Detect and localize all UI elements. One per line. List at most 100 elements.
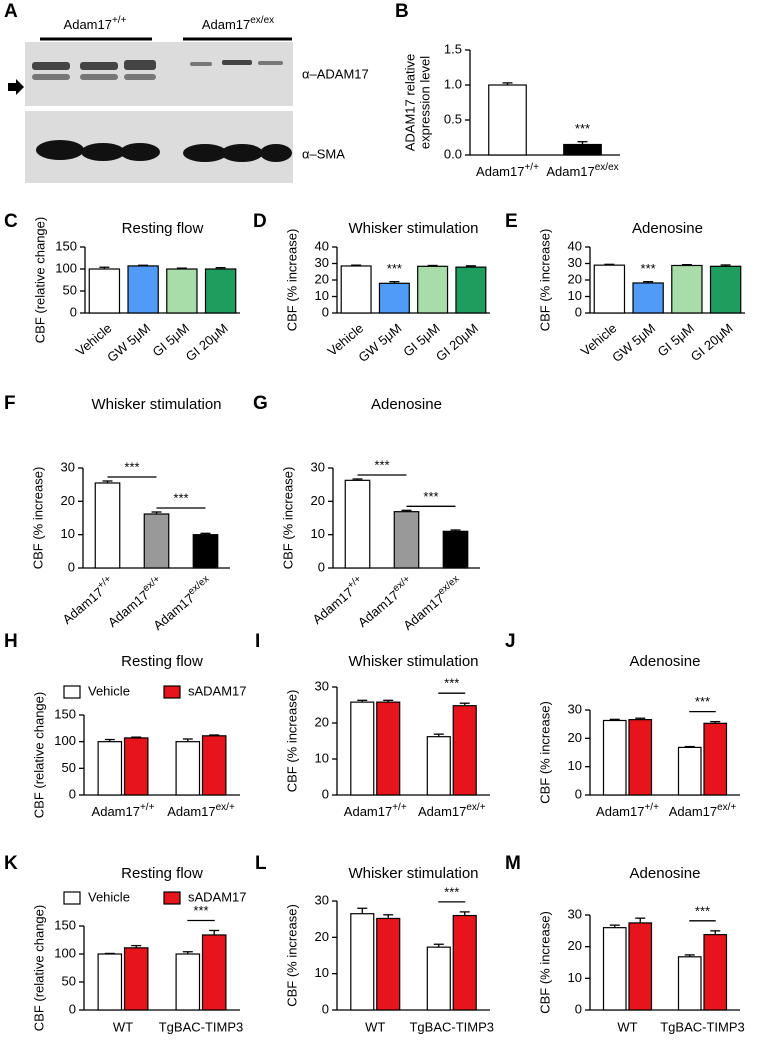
significance-label: *** — [374, 457, 389, 472]
legend-label: Vehicle — [88, 683, 130, 698]
y-tick-label: 0 — [70, 304, 77, 319]
chart-panel: K Resting flow 0 50 100 150 CBF (relative chan… — [4, 853, 247, 1034]
y-tick-label: 150 — [54, 917, 76, 932]
y-axis-label: CBF (% increase) — [537, 911, 552, 1014]
y-tick-label: 0 — [69, 786, 76, 801]
x-tick-label: WT — [113, 1019, 133, 1034]
panel-letter: L — [255, 853, 267, 874]
legend-swatch — [163, 891, 181, 905]
y-tick-label: 50 — [63, 282, 77, 297]
chart-title: Whisker stimulation — [348, 220, 478, 237]
y-tick-label: 150 — [55, 238, 77, 253]
chart-title: Whisker stimulation — [348, 653, 478, 670]
arrow — [8, 79, 24, 95]
significance-label: *** — [423, 489, 438, 504]
panel-letter: K — [4, 853, 18, 874]
y-tick-label: 0 — [322, 786, 329, 801]
y-axis-label: CBF (relative change) — [31, 692, 46, 818]
y-tick-label: 100 — [55, 260, 77, 275]
y-tick-label: 30 — [568, 255, 582, 270]
chart-panel: M Adenosine 0 10 20 30 CBF (% increase) WT TgBAC… — [505, 853, 745, 1034]
y-tick-label: 0 — [322, 1001, 329, 1016]
x-tick-label: Adam17+/+ — [92, 802, 155, 820]
y-tick-label: 10 — [315, 288, 329, 303]
y-tick-label: 50 — [62, 973, 76, 988]
x-tick-label: GI 20μM — [688, 320, 736, 364]
y-axis-label: CBF (relative change) — [31, 905, 46, 1031]
panel-letter: I — [255, 631, 260, 652]
y-tick-label: 20 — [315, 271, 329, 286]
y-tick-label: 20 — [61, 493, 75, 508]
significance-label: *** — [695, 694, 710, 709]
y-axis-label: CBF (% increase) — [284, 904, 299, 1007]
bar — [175, 741, 201, 796]
bar — [201, 934, 227, 1011]
significance-label: *** — [173, 490, 188, 505]
bar — [97, 741, 123, 796]
y-axis-label: CBF (% increase) — [284, 690, 299, 793]
bar — [350, 701, 375, 796]
significance-label: *** — [444, 884, 459, 899]
chart-panel: H Resting flow 0 50 100 150 CBF (relative chan… — [4, 631, 247, 819]
bar — [143, 513, 170, 569]
blot-bands — [32, 60, 292, 162]
y-tick-label: 0 — [575, 1001, 582, 1016]
y-tick-label: 10 — [61, 526, 75, 541]
bar — [417, 265, 449, 314]
y-tick-label: 20 — [315, 929, 329, 944]
chart-title: Adenosine — [371, 396, 442, 413]
significance-label: *** — [575, 121, 590, 136]
bar — [628, 719, 653, 796]
bar — [455, 266, 487, 314]
bar — [677, 746, 702, 796]
chart-title: Adenosine — [632, 220, 703, 237]
legend-swatch — [63, 891, 81, 905]
blot-panel: A Adam17+/+ Adam17ex/ex α–ADAM17 α–SMA — [4, 1, 369, 183]
x-tick-label: Adam17ex/+ — [167, 802, 235, 820]
y-axis-label: CBF (% increase) — [30, 467, 45, 570]
band-label: α–ADAM17 — [302, 66, 369, 81]
bar — [703, 934, 728, 1011]
chart-title: Resting flow — [121, 865, 203, 882]
x-tick-label: WT — [365, 1019, 385, 1034]
significance-label: *** — [641, 261, 656, 276]
panel-letter: B — [395, 1, 409, 22]
significance-label: *** — [387, 261, 402, 276]
bar — [426, 736, 451, 796]
y-tick-label: 30 — [61, 459, 75, 474]
significance-label: *** — [444, 676, 459, 691]
x-tick-label: WT — [617, 1019, 637, 1034]
bar — [166, 268, 198, 314]
chart-title: Adenosine — [630, 653, 701, 670]
y-tick-label: 20 — [568, 938, 582, 953]
bar — [340, 265, 372, 314]
y-axis-label: expression level — [417, 56, 432, 149]
y-tick-label: 20 — [315, 714, 329, 729]
bar — [563, 143, 602, 156]
chart-panel: I Whisker stimulation 0 10 20 30 CBF (% increa… — [255, 631, 490, 819]
y-tick-label: 0 — [575, 304, 582, 319]
bar — [709, 265, 742, 314]
y-tick-label: 1.0 — [444, 76, 462, 91]
bar — [376, 917, 401, 1011]
y-tick-label: 20 — [568, 730, 582, 745]
x-tick-label: Adam17+/+ — [476, 162, 539, 180]
y-tick-label: 20 — [311, 493, 325, 508]
bar — [94, 482, 121, 569]
bar — [593, 264, 626, 314]
y-tick-label: 10 — [568, 288, 582, 303]
bar — [426, 946, 451, 1011]
chart-panel: B 0.0 0.5 1.0 1.5 ADAM17 relative expression l… — [395, 1, 620, 179]
y-axis-label: CBF (relative change) — [32, 217, 47, 343]
panel-letter: A — [4, 1, 18, 22]
y-tick-label: 40 — [568, 238, 582, 253]
bar — [123, 737, 149, 796]
x-tick-label: Adam17ex/ex — [546, 162, 618, 180]
significance-label: *** — [695, 903, 710, 918]
y-tick-label: 10 — [568, 758, 582, 773]
y-tick-label: 100 — [54, 733, 76, 748]
chart-panel: J Adenosine 0 10 20 30 CBF (% increase) Adam17+… — [505, 631, 740, 819]
bar — [378, 282, 410, 314]
